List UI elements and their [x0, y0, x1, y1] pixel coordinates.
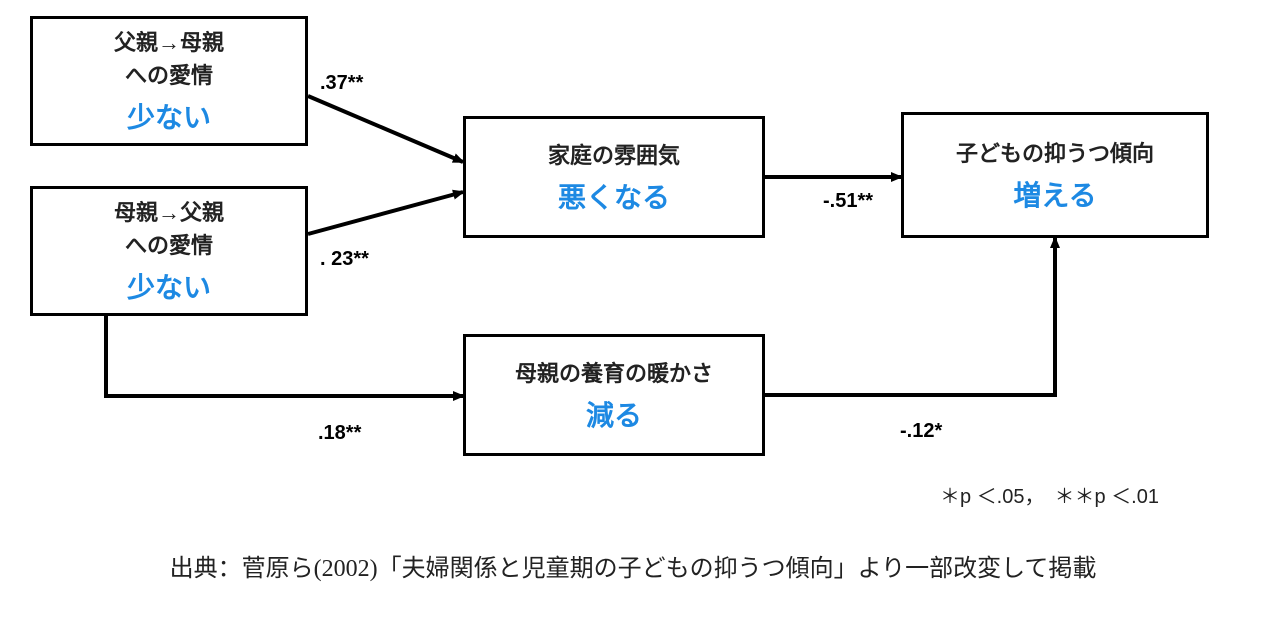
node-title: 父親→母親 への愛情	[114, 26, 224, 92]
node-outcome: 少ない	[127, 96, 211, 136]
edge-mother-to-warmth	[106, 316, 463, 396]
node-outcome: 少ない	[127, 266, 211, 306]
node-title: 母親→父親 への愛情	[114, 196, 224, 262]
node-child-depression: 子どもの抑うつ傾向 増える	[901, 112, 1209, 238]
edge-mother-to-atmosphere	[308, 192, 463, 234]
edge-label-1: . 23**	[320, 248, 369, 271]
path-diagram: 父親→母親 への愛情 少ない 母親→父親 への愛情 少ない 家庭の雰囲気 悪くな…	[0, 0, 1266, 619]
node-title: 母親の養育の暖かさ	[515, 357, 713, 390]
edge-label-4: -.12*	[900, 420, 942, 443]
edge-label-3: .18**	[318, 422, 361, 445]
node-family-atmosphere: 家庭の雰囲気 悪くなる	[463, 116, 765, 238]
node-title: 子どもの抑うつ傾向	[956, 137, 1154, 170]
node-outcome: 悪くなる	[558, 176, 670, 216]
node-father-to-mother: 父親→母親 への愛情 少ない	[30, 16, 308, 146]
edge-label-2: -.51**	[823, 190, 873, 213]
node-outcome: 増える	[1013, 174, 1096, 214]
node-mother-to-father: 母親→父親 への愛情 少ない	[30, 186, 308, 316]
significance-footnote: ＊p ＜.05， ＊＊p ＜.01	[940, 480, 1159, 509]
edge-warmth-to-depression	[765, 238, 1055, 395]
node-outcome: 減る	[586, 394, 642, 434]
edge-father-to-atmosphere	[308, 96, 463, 162]
edge-label-0: .37**	[320, 72, 363, 95]
node-mother-warmth: 母親の養育の暖かさ 減る	[463, 334, 765, 456]
node-title: 家庭の雰囲気	[548, 139, 680, 172]
citation: 出典：菅原ら(2002)「夫婦関係と児童期の子どもの抑うつ傾向」より一部改変して…	[0, 548, 1266, 583]
